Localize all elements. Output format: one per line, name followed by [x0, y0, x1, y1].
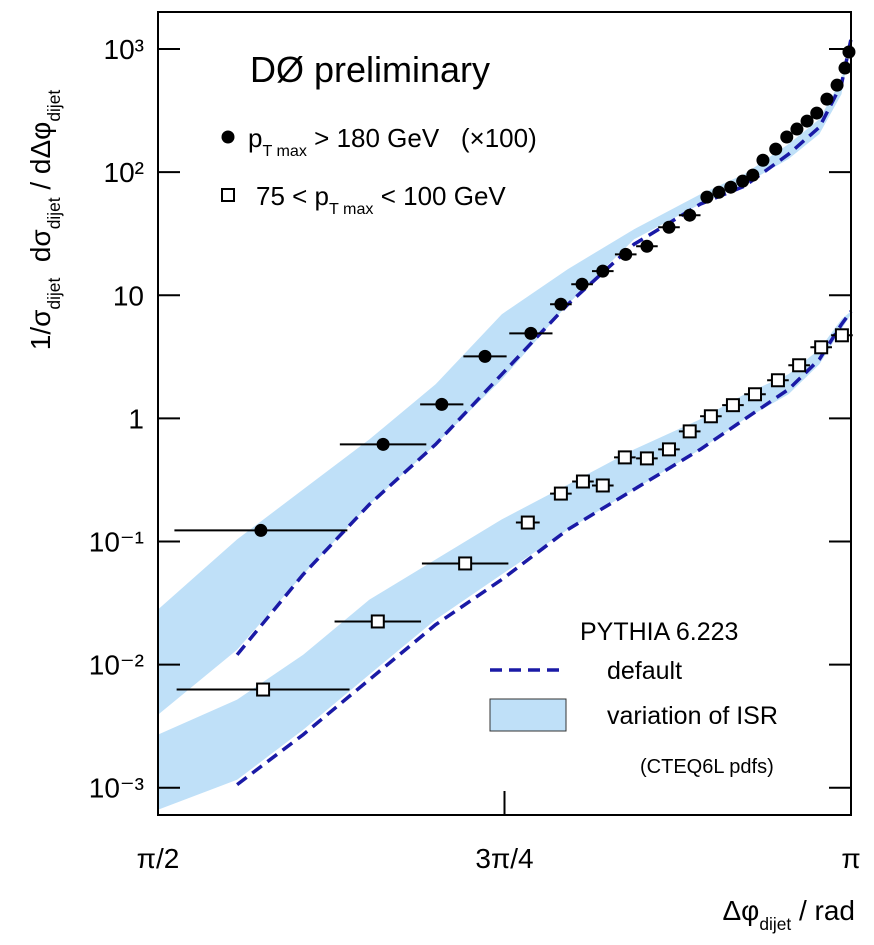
- data-point: [712, 185, 726, 199]
- text-part: < 100 GeV: [373, 181, 506, 211]
- model-note: (CTEQ6L pdfs): [640, 756, 774, 778]
- data-point: [458, 556, 473, 571]
- text-part: 1/σ: [25, 310, 56, 351]
- legend-label: variation of ISR: [607, 702, 778, 730]
- x-tick-label: π/2: [137, 843, 180, 874]
- data-point: [838, 61, 852, 75]
- subscript: dijet: [44, 278, 64, 310]
- data-point: [748, 387, 762, 402]
- x-tick-label: π: [841, 843, 860, 874]
- text-part: / rad: [791, 895, 855, 926]
- isr-band: [158, 311, 851, 810]
- subscript: dijet: [44, 197, 64, 229]
- data-point: [746, 168, 760, 182]
- data-point: [256, 682, 271, 697]
- text-part: / dΔφ: [25, 122, 56, 198]
- data-point: [640, 239, 654, 253]
- y-tick-label: 10⁻¹: [89, 526, 144, 557]
- data-point: [554, 297, 568, 311]
- data-point: [619, 247, 633, 261]
- data-point: [520, 515, 535, 530]
- data-point: [662, 220, 676, 234]
- data-point: [792, 358, 807, 373]
- data-point: [725, 398, 740, 413]
- data-point: [553, 486, 568, 501]
- data-point: [700, 190, 714, 204]
- data-point: [478, 349, 492, 363]
- data-point: [524, 326, 538, 340]
- y-tick-label: 10⁻³: [89, 773, 144, 804]
- data-point: [800, 114, 814, 128]
- model-title: PYTHIA 6.223: [580, 618, 738, 646]
- data-point: [834, 328, 849, 343]
- y-tick-label: 10³: [104, 34, 144, 65]
- data-point: [814, 340, 829, 355]
- default-curve: [236, 310, 853, 786]
- data-point: [842, 45, 856, 59]
- data-point: [575, 277, 589, 291]
- data-point: [435, 397, 449, 411]
- legend-marker: [221, 130, 235, 144]
- y-tick-label: 10⁻²: [89, 650, 144, 681]
- text-part: Δφ: [722, 895, 759, 926]
- data-point: [254, 523, 268, 537]
- data-point: [682, 424, 697, 439]
- data-point: [820, 92, 834, 106]
- legend-marker: [221, 188, 235, 202]
- data-point: [639, 451, 654, 466]
- data-point: [780, 130, 794, 144]
- text-part: 75 < p: [256, 181, 329, 211]
- text-part: dσ: [25, 229, 56, 277]
- subscript: T max: [329, 200, 373, 218]
- data-point: [756, 153, 770, 167]
- data-point: [724, 180, 738, 194]
- default-curve: [235, 38, 853, 656]
- data-point: [376, 437, 390, 451]
- legend-label: default: [607, 657, 682, 685]
- legend-label: pT max > 180 GeV (×100): [248, 123, 537, 160]
- legend-band-swatch: [489, 698, 567, 732]
- legend: pT max > 180 GeV (×100)75 < pT max < 100…: [221, 123, 778, 778]
- isr-band: [158, 37, 851, 715]
- y-tick-label: 10²: [104, 157, 144, 188]
- x-axis-label: Δφdijet / rad: [722, 895, 855, 934]
- x-tick-label: 3π/4: [475, 843, 533, 874]
- data-point: [617, 450, 632, 465]
- data-point: [596, 264, 610, 278]
- data-point: [661, 442, 676, 457]
- legend-label: 75 < pT max < 100 GeV: [256, 181, 506, 218]
- data-point: [790, 122, 804, 136]
- data-point: [770, 373, 785, 388]
- subscript: T max: [262, 142, 306, 160]
- y-axis-label: 1/σdijet dσdijet / dΔφdijet: [25, 90, 64, 351]
- data-point: [810, 106, 824, 120]
- data-point: [575, 474, 590, 489]
- data-point: [830, 78, 844, 92]
- y-tick-label: 1: [128, 403, 144, 434]
- text-part: p: [248, 123, 262, 153]
- chart-title: DØ preliminary: [250, 49, 490, 90]
- data-point: [736, 174, 750, 188]
- data-point: [703, 409, 718, 424]
- data-point: [683, 208, 697, 222]
- data-point: [595, 478, 610, 493]
- subscript: dijet: [44, 90, 64, 122]
- text-part: > 180 GeV (×100): [307, 123, 537, 153]
- data-point: [769, 142, 783, 156]
- band-layer: [158, 37, 851, 810]
- subscript: dijet: [759, 914, 791, 934]
- y-tick-label: 10: [113, 280, 144, 311]
- data-point: [370, 614, 385, 629]
- data-layer: [174, 45, 856, 697]
- line-layer: [235, 38, 853, 786]
